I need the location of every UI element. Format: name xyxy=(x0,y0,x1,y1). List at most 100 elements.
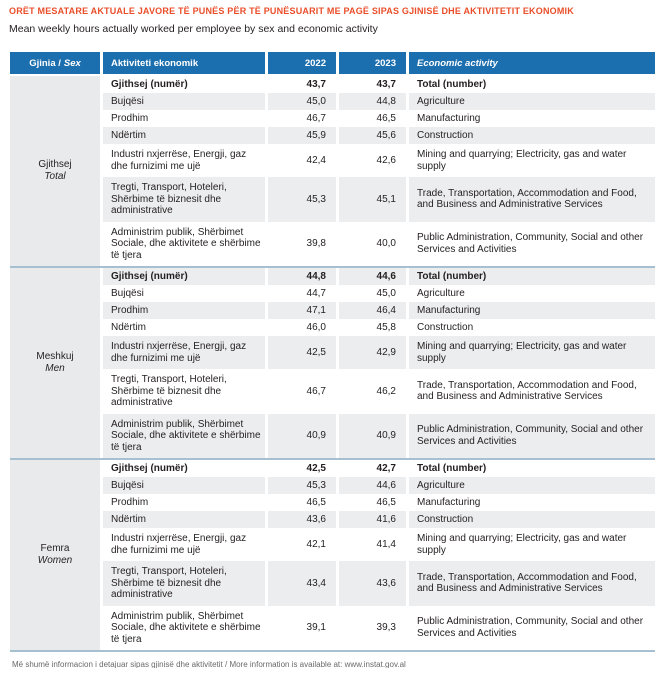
group-rows: Gjithsej (numër) 43,7 43,7 Total (number… xyxy=(103,76,655,266)
activity-cell-sq: Tregti, Transport, Hoteleri, Shërbime të… xyxy=(103,561,265,606)
activity-cell-en: Mining and quarrying; Electricity, gas a… xyxy=(409,528,655,561)
group-label-en: Total xyxy=(44,171,66,182)
value-2022: 39,1 xyxy=(268,605,336,650)
value-2023: 45,0 xyxy=(339,285,406,302)
value-2022: 43,7 xyxy=(268,76,336,93)
page-subtitle: Mean weekly hours actually worked per em… xyxy=(9,23,378,35)
value-2022: 46,7 xyxy=(268,110,336,127)
col-header-sex-en: Sex xyxy=(63,57,81,69)
col-header-2023: 2023 xyxy=(339,52,406,74)
value-2023: 44,8 xyxy=(339,93,406,110)
value-2022: 44,7 xyxy=(268,285,336,302)
table-row: Industri nxjerrëse, Energji, gaz dhe fur… xyxy=(103,144,655,177)
table-row: Ndërtim 45,9 45,6 Construction xyxy=(103,127,655,144)
activity-cell-sq: Prodhim xyxy=(103,494,265,511)
activity-cell-en: Trade, Transportation, Accommodation and… xyxy=(409,561,655,606)
value-2023: 40,9 xyxy=(339,413,406,458)
table-row: Industri nxjerrëse, Energji, gaz dhe fur… xyxy=(103,528,655,561)
table-row: Administrim publik, Shërbimet Sociale, d… xyxy=(103,605,655,650)
value-2022: 43,6 xyxy=(268,511,336,528)
value-2022: 43,4 xyxy=(268,561,336,606)
value-2023: 41,4 xyxy=(339,528,406,561)
group-rows: Gjithsej (numër) 44,8 44,6 Total (number… xyxy=(103,268,655,458)
footnote-clipped: Më shumë informacion i detajuar sipas gj… xyxy=(12,659,655,668)
table-row: Tregti, Transport, Hoteleri, Shërbime të… xyxy=(103,177,655,222)
activity-cell-sq: Administrim publik, Shërbimet Sociale, d… xyxy=(103,413,265,458)
value-2023: 45,6 xyxy=(339,127,406,144)
activity-cell-en: Total (number) xyxy=(409,460,655,477)
activity-cell-sq: Tregti, Transport, Hoteleri, Shërbime të… xyxy=(103,177,265,222)
activity-cell-en: Construction xyxy=(409,319,655,336)
value-2022: 39,8 xyxy=(268,221,336,266)
value-2023: 41,6 xyxy=(339,511,406,528)
activity-cell-sq: Prodhim xyxy=(103,302,265,319)
value-2022: 40,9 xyxy=(268,413,336,458)
activity-cell-en: Mining and quarrying; Electricity, gas a… xyxy=(409,144,655,177)
table-row: Ndërtim 43,6 41,6 Construction xyxy=(103,511,655,528)
activity-cell-sq: Bujqësi xyxy=(103,93,265,110)
value-2022: 45,3 xyxy=(268,477,336,494)
group-label-sq: Gjithsej xyxy=(38,159,72,170)
activity-cell-en: Mining and quarrying; Electricity, gas a… xyxy=(409,336,655,369)
group-label-women: Femra Women xyxy=(10,460,100,650)
table-row: Bujqësi 45,3 44,6 Agriculture xyxy=(103,477,655,494)
value-2023: 40,0 xyxy=(339,221,406,266)
table-row: Gjithsej (numër) 43,7 43,7 Total (number… xyxy=(103,76,655,93)
table-row: Bujqësi 44,7 45,0 Agriculture xyxy=(103,285,655,302)
activity-cell-en: Trade, Transportation, Accommodation and… xyxy=(409,177,655,222)
table-row: Industri nxjerrëse, Energji, gaz dhe fur… xyxy=(103,336,655,369)
table-row: Tregti, Transport, Hoteleri, Shërbime të… xyxy=(103,369,655,414)
value-2023: 44,6 xyxy=(339,477,406,494)
value-2023: 44,6 xyxy=(339,268,406,285)
activity-cell-en: Agriculture xyxy=(409,477,655,494)
table-row: Prodhim 47,1 46,4 Manufacturing xyxy=(103,302,655,319)
group-men: Meshkuj Men Gjithsej (numër) 44,8 44,6 T… xyxy=(10,266,655,458)
col-header-activity-sq: Aktiviteti ekonomik xyxy=(103,52,265,74)
activity-cell-en: Total (number) xyxy=(409,76,655,93)
activity-cell-en: Agriculture xyxy=(409,93,655,110)
table-row: Gjithsej (numër) 44,8 44,6 Total (number… xyxy=(103,268,655,285)
value-2022: 42,4 xyxy=(268,144,336,177)
activity-cell-sq: Bujqësi xyxy=(103,477,265,494)
group-label-sq: Femra xyxy=(40,543,70,554)
value-2022: 45,0 xyxy=(268,93,336,110)
value-2023: 42,6 xyxy=(339,144,406,177)
table-header-row: Gjinia / Sex Aktiviteti ekonomik 2022 20… xyxy=(10,52,655,74)
hours-worked-table: Gjinia / Sex Aktiviteti ekonomik 2022 20… xyxy=(10,52,655,652)
table-row: Administrim publik, Shërbimet Sociale, d… xyxy=(103,413,655,458)
table-row: Prodhim 46,5 46,5 Manufacturing xyxy=(103,494,655,511)
activity-cell-sq: Administrim publik, Shërbimet Sociale, d… xyxy=(103,605,265,650)
value-2023: 45,8 xyxy=(339,319,406,336)
activity-cell-sq: Ndërtim xyxy=(103,127,265,144)
page: ORËT MESATARE AKTUALE JAVORE TË PUNËS PË… xyxy=(9,6,655,668)
group-label-en: Men xyxy=(45,363,65,374)
value-2022: 46,5 xyxy=(268,494,336,511)
activity-cell-en: Agriculture xyxy=(409,285,655,302)
group-label-total: Gjithsej Total xyxy=(10,76,100,266)
activity-cell-en: Public Administration, Community, Social… xyxy=(409,605,655,650)
activity-cell-sq: Industri nxjerrëse, Energji, gaz dhe fur… xyxy=(103,528,265,561)
value-2023: 46,5 xyxy=(339,110,406,127)
table-row: Ndërtim 46,0 45,8 Construction xyxy=(103,319,655,336)
value-2023: 46,2 xyxy=(339,369,406,414)
activity-cell-sq: Administrim publik, Shërbimet Sociale, d… xyxy=(103,221,265,266)
group-label-en: Women xyxy=(37,555,73,566)
activity-cell-en: Manufacturing xyxy=(409,302,655,319)
value-2023: 46,5 xyxy=(339,494,406,511)
page-title: ORËT MESATARE AKTUALE JAVORE TË PUNËS PË… xyxy=(9,6,574,16)
value-2023: 42,7 xyxy=(339,460,406,477)
activity-cell-sq: Tregti, Transport, Hoteleri, Shërbime të… xyxy=(103,369,265,414)
activity-cell-sq: Gjithsej (numër) xyxy=(103,76,265,93)
value-2022: 47,1 xyxy=(268,302,336,319)
footnote-text: Më shumë informacion i detajuar sipas gj… xyxy=(12,660,406,668)
col-header-activity-en: Economic activity xyxy=(409,52,655,74)
value-2022: 46,0 xyxy=(268,319,336,336)
activity-cell-sq: Industri nxjerrëse, Energji, gaz dhe fur… xyxy=(103,144,265,177)
group-total: Gjithsej Total Gjithsej (numër) 43,7 43,… xyxy=(10,76,655,266)
value-2023: 43,7 xyxy=(339,76,406,93)
value-2022: 46,7 xyxy=(268,369,336,414)
activity-cell-sq: Ndërtim xyxy=(103,511,265,528)
value-2022: 42,5 xyxy=(268,336,336,369)
activity-cell-sq: Industri nxjerrëse, Energji, gaz dhe fur… xyxy=(103,336,265,369)
table-row: Tregti, Transport, Hoteleri, Shërbime të… xyxy=(103,561,655,606)
